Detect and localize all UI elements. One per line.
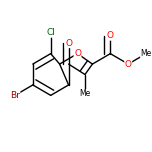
Text: O: O — [65, 39, 72, 48]
Text: Br: Br — [10, 91, 20, 100]
Text: O: O — [125, 60, 132, 69]
Text: O: O — [74, 49, 81, 58]
Text: Cl: Cl — [46, 28, 55, 37]
Text: Me: Me — [79, 89, 91, 98]
Text: O: O — [107, 31, 114, 40]
Text: Me: Me — [140, 49, 152, 58]
